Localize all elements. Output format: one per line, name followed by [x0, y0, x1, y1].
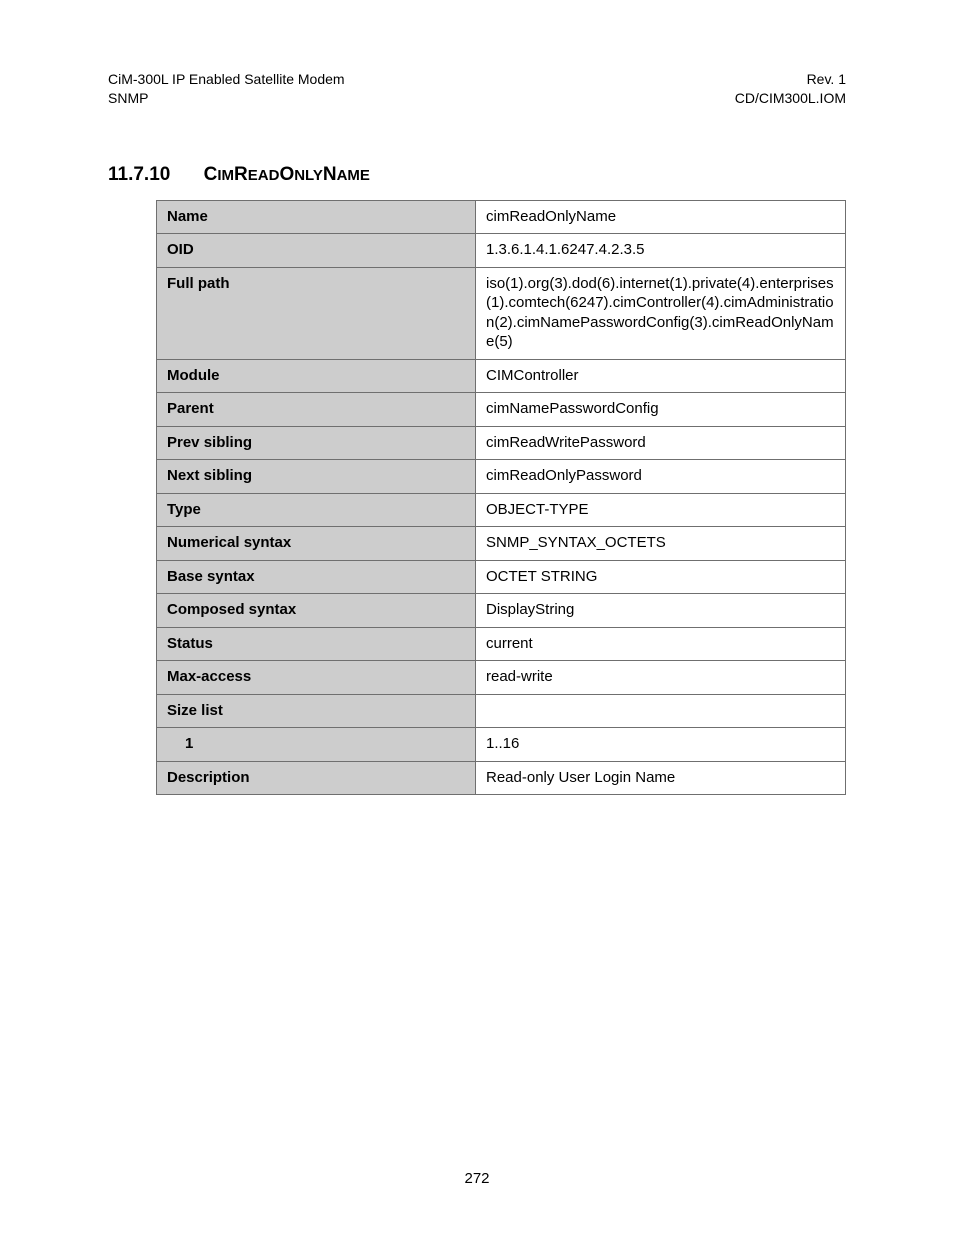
table-value: 1.3.6.1.4.1.6247.4.2.3.5 — [476, 234, 846, 268]
table-value: 1..16 — [476, 728, 846, 762]
table-label: Numerical syntax — [157, 527, 476, 561]
table-label: Name — [157, 200, 476, 234]
table-label: Full path — [157, 267, 476, 359]
table-label: Max-access — [157, 661, 476, 695]
table-label: Description — [157, 761, 476, 795]
header-right: Rev. 1 CD/CIM300L.IOM — [735, 70, 846, 108]
page: CiM-300L IP Enabled Satellite Modem SNMP… — [0, 0, 954, 1235]
table-row: Prev siblingcimReadWritePassword — [157, 426, 846, 460]
table-value: read-write — [476, 661, 846, 695]
table-value: OBJECT-TYPE — [476, 493, 846, 527]
table-row: ModuleCIMController — [157, 359, 846, 393]
header-right-line1: Rev. 1 — [735, 70, 846, 89]
section-number: 11.7.10 — [108, 164, 170, 185]
header-left: CiM-300L IP Enabled Satellite Modem SNMP — [108, 70, 345, 108]
table-value: cimReadOnlyPassword — [476, 460, 846, 494]
table-label: Next sibling — [157, 460, 476, 494]
table-row: OID1.3.6.1.4.1.6247.4.2.3.5 — [157, 234, 846, 268]
table-value: cimNamePasswordConfig — [476, 393, 846, 427]
table-row: TypeOBJECT-TYPE — [157, 493, 846, 527]
table-label: Composed syntax — [157, 594, 476, 628]
table-row: Numerical syntaxSNMP_SYNTAX_OCTETS — [157, 527, 846, 561]
table-value: current — [476, 627, 846, 661]
table-label: Status — [157, 627, 476, 661]
table-row: ParentcimNamePasswordConfig — [157, 393, 846, 427]
table-label: Module — [157, 359, 476, 393]
table-label: Parent — [157, 393, 476, 427]
header-right-line2: CD/CIM300L.IOM — [735, 89, 846, 108]
table-row: Size list — [157, 694, 846, 728]
table-row: 11..16 — [157, 728, 846, 762]
page-header: CiM-300L IP Enabled Satellite Modem SNMP… — [108, 70, 846, 108]
table-value: SNMP_SYNTAX_OCTETS — [476, 527, 846, 561]
page-number: 272 — [0, 1170, 954, 1187]
mib-table: NamecimReadOnlyNameOID1.3.6.1.4.1.6247.4… — [156, 200, 846, 796]
table-label: Base syntax — [157, 560, 476, 594]
table-row: NamecimReadOnlyName — [157, 200, 846, 234]
section-heading: 11.7.10 CIMREADONLYNAME — [108, 164, 846, 186]
table-label: OID — [157, 234, 476, 268]
header-left-line1: CiM-300L IP Enabled Satellite Modem — [108, 70, 345, 89]
table-value: cimReadOnlyName — [476, 200, 846, 234]
table-value: cimReadWritePassword — [476, 426, 846, 460]
table-row: Statuscurrent — [157, 627, 846, 661]
table-row: Base syntaxOCTET STRING — [157, 560, 846, 594]
table-value: DisplayString — [476, 594, 846, 628]
table-label: Size list — [157, 694, 476, 728]
table-value: OCTET STRING — [476, 560, 846, 594]
section-title: CIMREADONLYNAME — [204, 164, 370, 185]
table-label: Prev sibling — [157, 426, 476, 460]
table-value — [476, 694, 846, 728]
table-row: Full pathiso(1).org(3).dod(6).internet(1… — [157, 267, 846, 359]
table-value: CIMController — [476, 359, 846, 393]
table-value: Read-only User Login Name — [476, 761, 846, 795]
table-row: Next siblingcimReadOnlyPassword — [157, 460, 846, 494]
table-value: iso(1).org(3).dod(6).internet(1).private… — [476, 267, 846, 359]
table-label: 1 — [157, 728, 476, 762]
table-label: Type — [157, 493, 476, 527]
header-left-line2: SNMP — [108, 89, 345, 108]
table-row: DescriptionRead-only User Login Name — [157, 761, 846, 795]
table-row: Max-accessread-write — [157, 661, 846, 695]
table-row: Composed syntaxDisplayString — [157, 594, 846, 628]
